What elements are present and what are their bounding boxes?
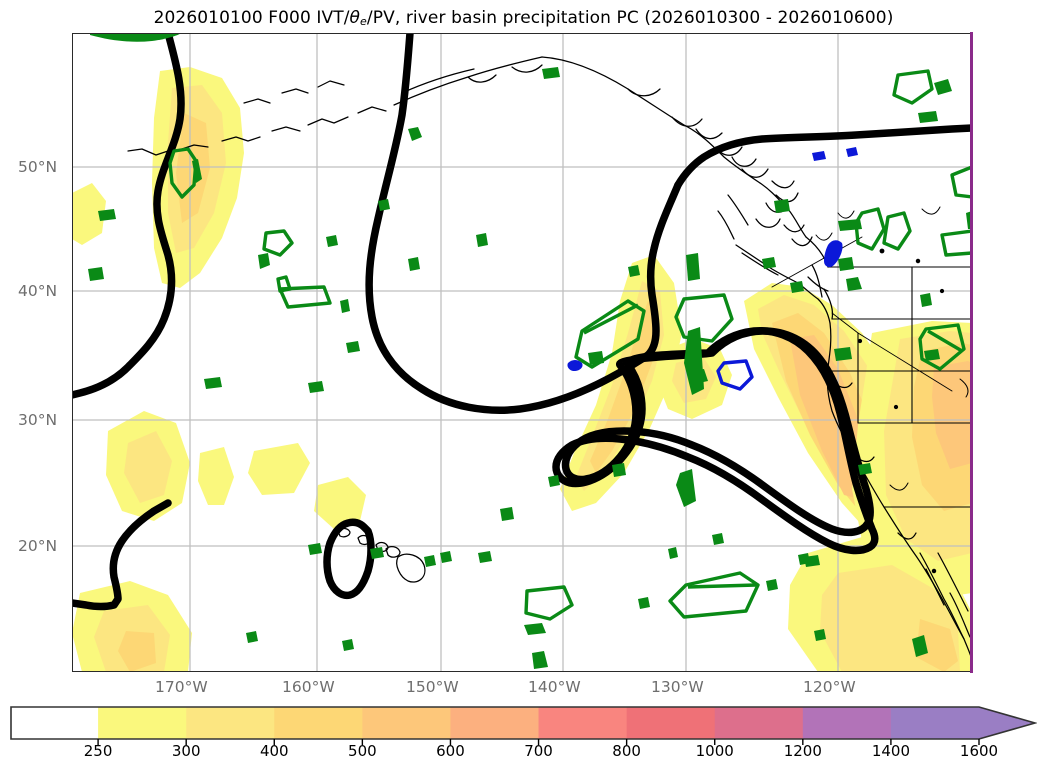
map-plot-area[interactable] xyxy=(72,33,972,672)
colorbar-swatch xyxy=(274,707,363,739)
colorbar-swatch xyxy=(714,707,804,739)
y-tick-20n: 20°N xyxy=(18,537,58,555)
colorbar-tick-label: 1200 xyxy=(783,742,822,760)
colorbar-swatch xyxy=(802,707,892,739)
x-tick-170w: 170°W xyxy=(155,678,208,696)
colorbar-tick-label: 1000 xyxy=(695,742,734,760)
x-tick-140w: 140°W xyxy=(528,678,581,696)
colorbar-tick-label: 300 xyxy=(171,742,201,760)
river-basin-negative-layer xyxy=(567,147,858,391)
colorbar-outline xyxy=(10,706,1037,740)
colorbar-tick-label: 1600 xyxy=(959,742,999,760)
title-range-dash: - xyxy=(760,8,778,28)
title-range-start: 2026010300 xyxy=(651,8,761,28)
colorbar-tick-label: 250 xyxy=(83,742,113,760)
ivt-shading-layer xyxy=(72,67,972,672)
x-tick-160w: 160°W xyxy=(282,678,335,696)
colorbar-tick-label: 700 xyxy=(524,742,553,760)
river-basin-positive-layer xyxy=(88,33,972,669)
y-tick-50n: 50°N xyxy=(18,158,58,176)
colorbar-swatch xyxy=(10,707,99,739)
theta-symbol: θ xyxy=(349,8,361,28)
title-middle: /PV, river basin precipitation PC ( xyxy=(366,8,652,28)
title-suffix: ) xyxy=(886,8,894,28)
colorbar-tick-label: 400 xyxy=(259,742,289,760)
colorbar-swatch xyxy=(450,707,540,739)
title-prefix: 2026010100 F000 IVT/ xyxy=(153,8,350,28)
colorbar-swatch xyxy=(186,707,275,739)
colorbar-swatch xyxy=(890,707,1035,739)
y-tick-30n: 30°N xyxy=(18,411,58,429)
colorbar-swatch xyxy=(362,707,452,739)
colorbar-tick-label: 800 xyxy=(612,742,641,760)
colorbar[interactable]: 250 300 400 500 600 700 800 1000 1200 1400 1600 xyxy=(10,706,1037,760)
x-tick-120w: 120°W xyxy=(803,678,856,696)
colorbar-swatch xyxy=(626,707,716,739)
colorbar-swatches xyxy=(10,706,1037,746)
colorbar-tick-label: 600 xyxy=(436,742,465,760)
colorbar-swatch xyxy=(538,707,628,739)
page-title: 2026010100 F000 IVT/θe/PV, river basin p… xyxy=(0,8,1047,28)
colorbar-tick-label: 1400 xyxy=(871,742,910,760)
colorbar-tick-label: 500 xyxy=(348,742,377,760)
x-tick-130w: 130°W xyxy=(651,678,704,696)
theta-subscript: e xyxy=(360,15,367,28)
pv-contour-layer xyxy=(72,33,972,611)
colorbar-swatch xyxy=(98,707,187,739)
title-range-end: 2026010600 xyxy=(777,8,887,28)
x-tick-150w: 150°W xyxy=(406,678,459,696)
y-tick-40n: 40°N xyxy=(18,282,58,300)
pv-contour-ca-cutoff xyxy=(561,327,874,537)
